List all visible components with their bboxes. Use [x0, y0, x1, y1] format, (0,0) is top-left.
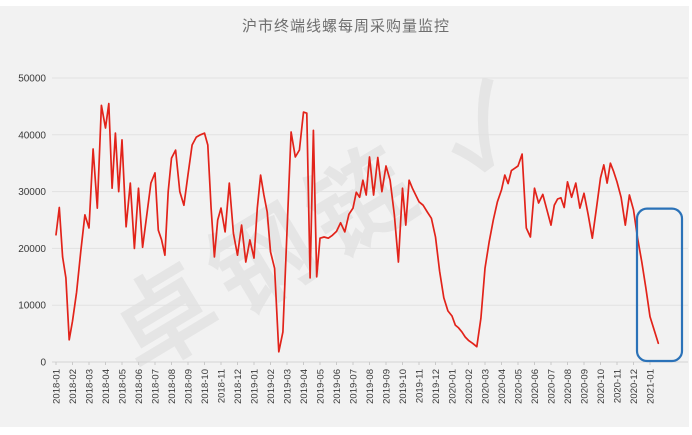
x-axis-label: 2018-09 [184, 369, 195, 404]
y-axis-label: 20000 [18, 244, 46, 255]
watermark: 卓钢链 ✓ [94, 58, 551, 394]
x-axis-label: 2021-01 [646, 369, 657, 404]
x-axis-label: 2018-08 [167, 369, 178, 404]
x-axis-label: 2020-02 [464, 369, 475, 404]
x-axis-label: 2019-08 [365, 369, 376, 404]
x-axis-label: 2020-11 [613, 369, 624, 403]
x-axis-label: 2020-08 [563, 369, 574, 404]
x-axis-label: 2019-07 [349, 369, 360, 404]
highlight-box [635, 207, 684, 363]
x-axis-label: 2019-05 [316, 369, 327, 404]
x-axis-label: 2020-09 [580, 369, 591, 404]
x-axis-label: 2018-06 [134, 369, 145, 404]
x-axis-label: 2020-03 [481, 369, 492, 404]
x-axis-label: 2018-05 [118, 369, 129, 404]
x-axis-label: 2018-03 [85, 369, 96, 404]
x-axis-label: 2019-02 [266, 369, 277, 404]
x-axis-label: 2019-03 [283, 369, 294, 404]
x-axis-label: 2019-12 [431, 369, 442, 404]
y-axis-label: 10000 [18, 301, 46, 312]
x-axis-label: 2018-02 [68, 369, 79, 404]
chart-background [0, 6, 689, 427]
x-axis-label: 2019-06 [332, 369, 343, 404]
y-axis-label: 40000 [18, 130, 46, 141]
x-axis-label: 2020-10 [596, 369, 607, 404]
x-axis-label: 2019-11 [415, 369, 426, 403]
x-axis-label: 2018-04 [101, 369, 112, 404]
x-axis-label: 2018-07 [151, 369, 162, 404]
x-axis-label: 2018-11 [217, 369, 228, 403]
series-line [55, 102, 660, 353]
x-axis-label: 2018-12 [233, 369, 244, 404]
x-axis-label: 2020-04 [497, 369, 508, 404]
x-axis-label: 2019-09 [382, 369, 393, 404]
x-axis-label: 2020-05 [514, 369, 525, 404]
x-axis-label: 2019-04 [299, 369, 310, 404]
x-axis-label: 2020-07 [547, 369, 558, 404]
x-axis-label: 2018-10 [200, 369, 211, 404]
x-axis-label: 2020-12 [629, 369, 640, 404]
chart-title: 沪市终端线螺每周采购量监控 [241, 18, 450, 35]
y-axis-label: 30000 [18, 187, 46, 198]
y-axis-label: 0 [40, 358, 46, 369]
x-axis-label: 2020-01 [448, 369, 459, 404]
x-axis-label: 2019-01 [250, 369, 261, 404]
x-axis-label: 2018-01 [52, 369, 63, 404]
x-axis-label: 2019-10 [398, 369, 409, 404]
x-axis-label: 2020-06 [530, 369, 541, 404]
y-axis-label: 50000 [18, 74, 46, 85]
